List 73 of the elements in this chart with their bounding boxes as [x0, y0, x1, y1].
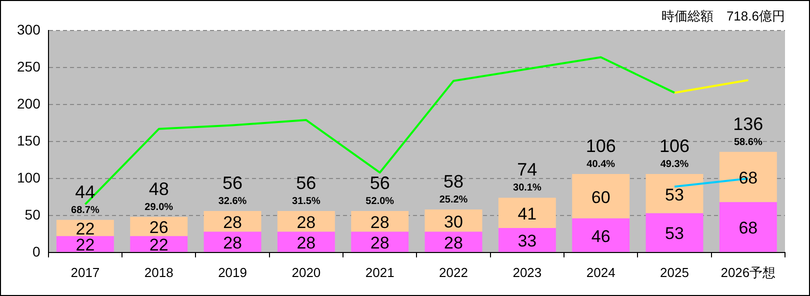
bar — [424, 232, 482, 252]
total-label: 56 — [370, 172, 390, 193]
annotation: 31.5% — [292, 196, 320, 207]
x-tick-label: 2023 — [512, 264, 542, 280]
total-label: 56 — [296, 172, 316, 193]
data-label: 68 — [738, 218, 758, 238]
total-label: 106 — [586, 136, 616, 156]
data-label: 33 — [518, 232, 537, 251]
y-tick-label: 200 — [17, 95, 41, 112]
bar — [277, 211, 335, 232]
bar — [56, 236, 114, 252]
data-label: 53 — [665, 224, 684, 244]
y-tick-label: 300 — [17, 21, 41, 38]
y-tick-label: 0 — [32, 243, 41, 260]
annotation: 29.0% — [144, 202, 174, 213]
total-label: 136 — [733, 114, 764, 134]
total-label: 44 — [75, 182, 96, 202]
chart-title: 時価総額 718.6億円 — [661, 8, 785, 24]
y-tick-label: 100 — [17, 169, 41, 186]
x-tick-label: 2022 — [439, 264, 468, 280]
bar — [646, 213, 704, 252]
x-tick-label: 2018 — [144, 264, 174, 280]
data-label: 28 — [370, 213, 390, 232]
annotation: 52.0% — [366, 196, 394, 207]
data-label: 22 — [149, 236, 168, 255]
bar — [572, 218, 630, 252]
annotation: 30.1% — [512, 182, 542, 194]
x-tick-label: 2026予想 — [720, 264, 776, 280]
total-label: 48 — [148, 178, 169, 199]
total-label: 106 — [659, 136, 690, 156]
bar — [130, 236, 188, 252]
annotation: 25.2% — [439, 194, 468, 206]
bar — [204, 232, 262, 252]
bar — [351, 232, 409, 252]
data-label: 30 — [444, 212, 463, 232]
annotation: 49.3% — [660, 159, 689, 170]
x-tick-label: 2019 — [218, 264, 247, 280]
data-label: 46 — [591, 226, 610, 246]
data-label: 28 — [296, 213, 316, 232]
bar — [498, 228, 556, 252]
total-label: 58 — [443, 172, 464, 192]
data-label: 28 — [223, 213, 242, 232]
bar — [572, 174, 630, 218]
bar — [498, 198, 556, 228]
y-tick-label: 250 — [17, 58, 41, 74]
bar — [277, 232, 335, 252]
y-tick-label: 50 — [24, 206, 41, 222]
x-tick-label: 2021 — [365, 264, 394, 280]
annotation: 58.6% — [734, 136, 762, 148]
data-label: 53 — [665, 185, 684, 204]
data-label: 28 — [370, 233, 390, 252]
total-label: 56 — [222, 172, 243, 193]
bar — [719, 152, 777, 202]
data-label: 28 — [223, 233, 242, 252]
annotation: 32.6% — [218, 196, 247, 207]
bar — [351, 211, 409, 232]
x-tick-label: 2025 — [660, 264, 689, 280]
data-label: 28 — [296, 233, 316, 252]
x-tick-label: 2024 — [586, 264, 616, 280]
data-label: 60 — [591, 188, 610, 207]
bar — [424, 210, 482, 232]
data-label: 28 — [444, 233, 463, 252]
x-tick-label: 2017 — [70, 264, 100, 280]
data-label: 68 — [738, 168, 758, 188]
annotation: 40.4% — [586, 159, 616, 170]
x-tick-label: 2020 — [292, 264, 321, 280]
bar — [719, 202, 777, 252]
data-label: 41 — [518, 204, 537, 224]
annotation: 68.7% — [71, 204, 100, 216]
y-tick-label: 150 — [17, 132, 41, 148]
data-label: 26 — [149, 218, 168, 238]
total-label: 74 — [517, 160, 538, 180]
bar — [646, 174, 704, 214]
